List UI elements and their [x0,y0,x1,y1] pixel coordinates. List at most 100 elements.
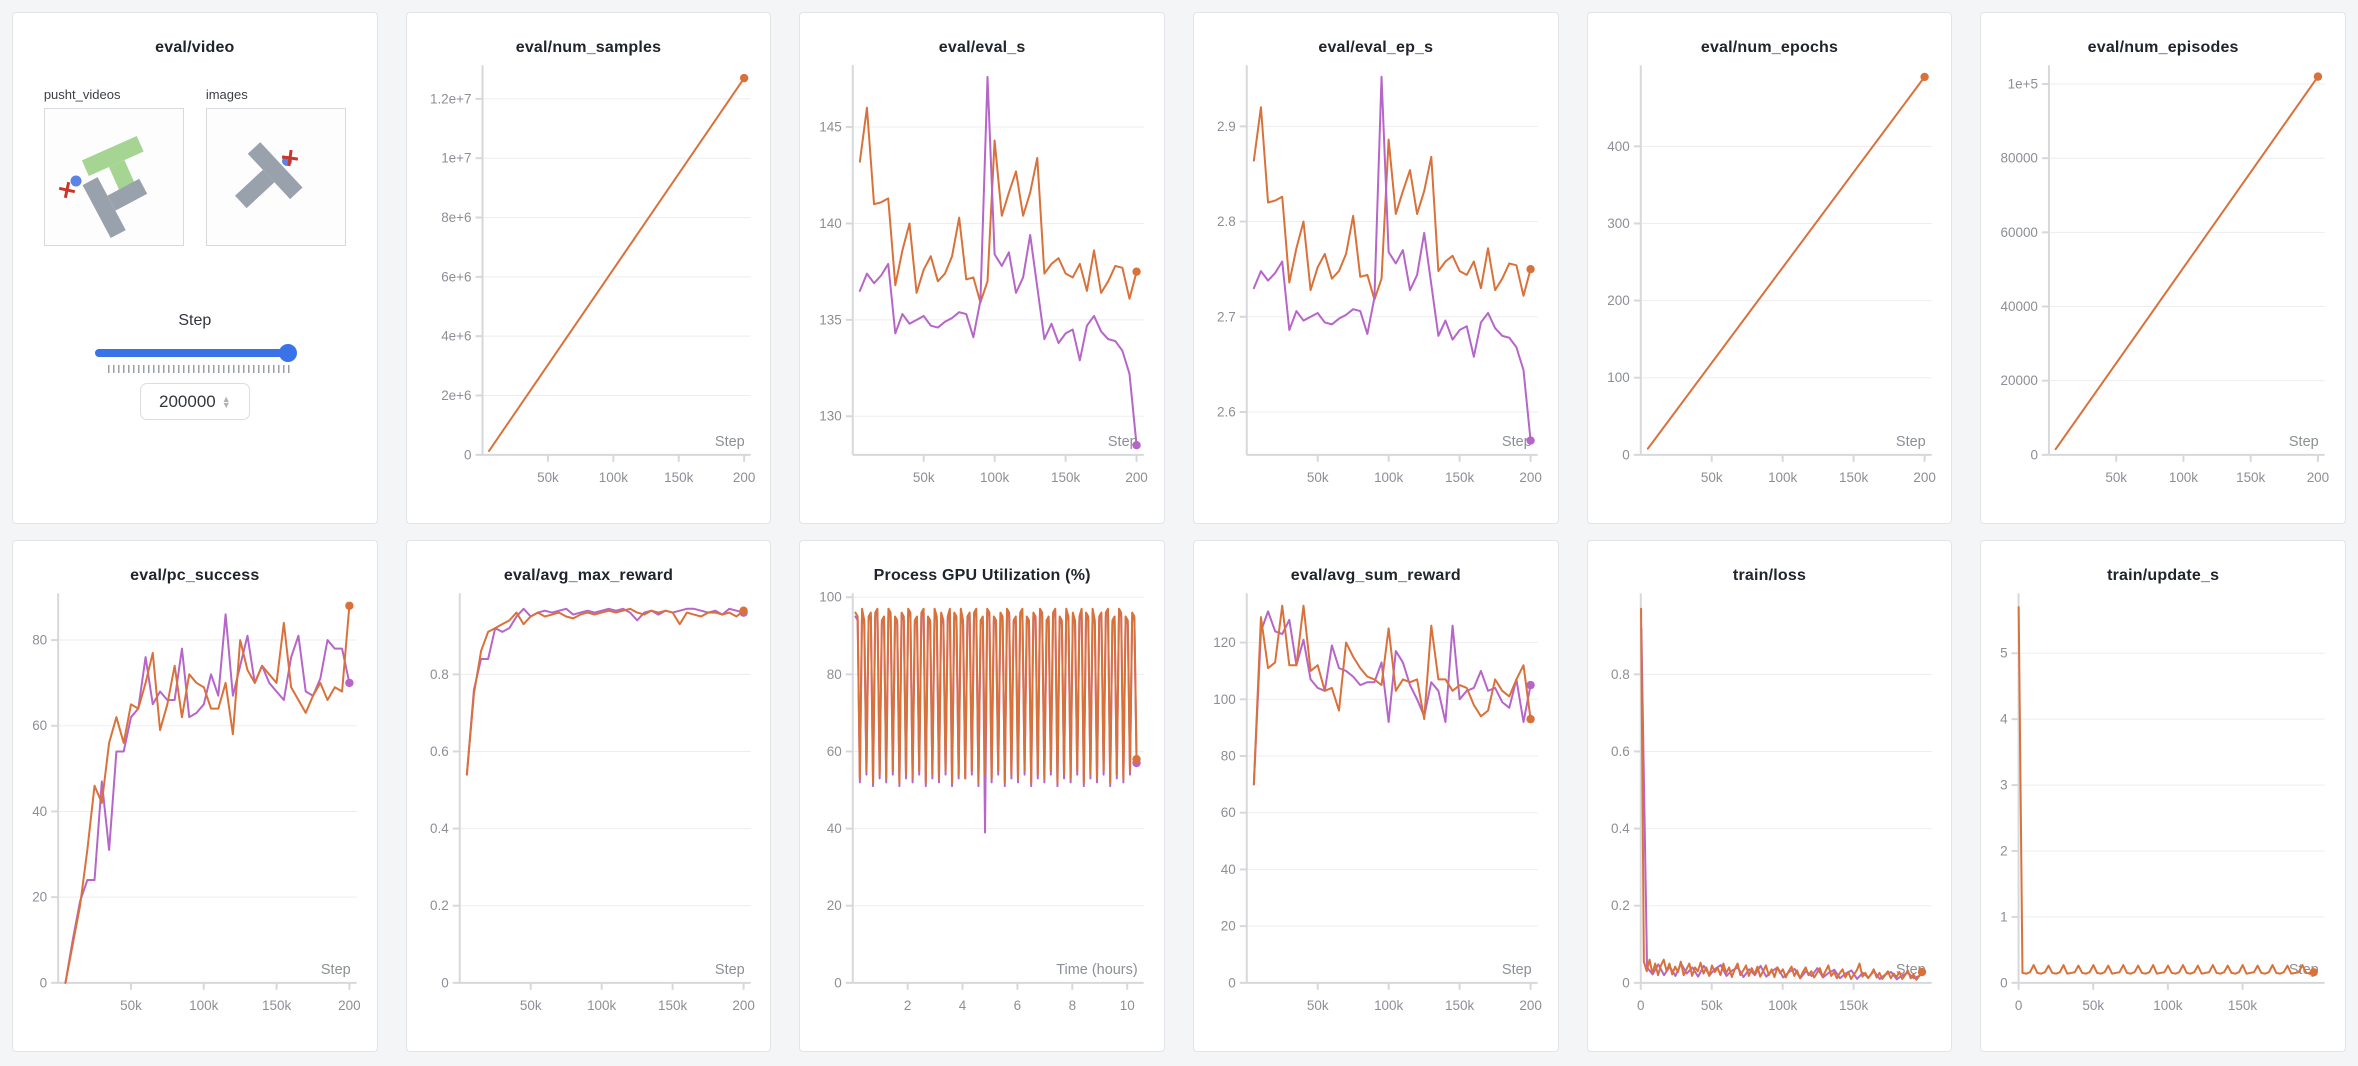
media-item-pusht-videos: pusht_videos [43,87,184,246]
step-number-input[interactable]: 200000 ▲ ▼ [139,383,250,420]
images-thumbnail[interactable] [205,108,346,246]
svg-text:50k: 50k [520,998,542,1013]
svg-text:100k: 100k [1768,998,1797,1013]
svg-text:50k: 50k [537,470,559,485]
pusht-video-thumbnail[interactable] [43,108,184,246]
svg-text:5: 5 [2000,646,2008,661]
svg-text:150k: 150k [2228,998,2257,1013]
panel-eval-avg-max-reward: eval/avg_max_reward 0 0.2 0.4 0.6 0.8 50k 100k… [405,540,772,1052]
svg-text:0.8: 0.8 [1611,667,1630,682]
svg-text:Step: Step [1896,434,1926,450]
svg-text:150k: 150k [1839,998,1868,1013]
svg-text:100k: 100k [980,470,1009,485]
svg-text:200: 200 [2307,470,2329,485]
svg-text:0: 0 [441,975,449,990]
panel-title: eval/video [155,39,235,56]
svg-text:Step: Step [715,434,745,450]
svg-text:2e+6: 2e+6 [441,388,471,403]
pusht-scene-icon [58,136,148,239]
svg-text:200: 200 [1126,470,1148,485]
svg-text:100k: 100k [587,998,616,1013]
line-chart-avg-sum-reward[interactable]: 0 20 40 60 80 100 120 50k 100k 150k 200 Step [1200,587,1552,1033]
svg-text:50k: 50k [1307,470,1329,485]
svg-text:150k: 150k [2236,470,2265,485]
svg-text:1e+5: 1e+5 [2008,77,2038,92]
svg-text:50k: 50k [913,470,935,485]
svg-text:Step: Step [1108,434,1138,450]
svg-text:400: 400 [1607,139,1629,154]
svg-text:4e+6: 4e+6 [441,329,471,344]
panel-gpu-utilization: Process GPU Utilization (%) 0 20 40 60 80 100… [799,540,1165,1052]
line-chart-num-episodes[interactable]: 0 20000 40000 60000 80000 1e+5 50k 100k 150k 200 S… [1987,59,2339,505]
panel-eval-video: eval/video pusht_videos [12,12,378,524]
svg-text:6e+6: 6e+6 [441,269,471,284]
svg-text:2.9: 2.9 [1217,119,1236,134]
line-chart-gpu-utilization[interactable]: 0 20 40 60 80 100 2 4 6 8 10 Time (hours) [806,587,1158,1033]
svg-text:120: 120 [1213,635,1235,650]
svg-text:20000: 20000 [2001,373,2038,388]
slider-knob[interactable] [278,344,297,362]
panel-title: eval/eval_ep_s [1318,39,1434,56]
step-value: 200000 [159,391,216,411]
media-label: images [205,87,248,102]
svg-text:50k: 50k [120,998,142,1013]
svg-text:135: 135 [820,312,842,327]
svg-text:0.2: 0.2 [430,898,449,913]
panel-title: train/loss [1732,567,1807,584]
svg-text:80: 80 [1221,748,1236,763]
panel-eval-eval-ep-s: eval/eval_ep_s 2.6 2.7 2.8 2.9 50k 100k 150k 20… [1192,12,1559,524]
svg-text:40: 40 [1221,862,1236,877]
panel-eval-num-samples: eval/num_samples 0 2e+6 4e+6 6e+6 8e+6 1e+7 1.… [405,12,772,524]
svg-text:0.8: 0.8 [430,667,449,682]
svg-text:80: 80 [32,633,47,648]
svg-text:150k: 150k [1051,470,1080,485]
svg-text:100k: 100k [1374,470,1403,485]
stepper-arrows-icon[interactable]: ▲ ▼ [221,393,231,410]
svg-text:0: 0 [1637,998,1645,1013]
svg-text:Step: Step [321,962,351,978]
panel-title: train/update_s [2107,567,2220,584]
svg-text:0: 0 [1622,447,1630,462]
svg-text:0: 0 [835,975,843,990]
svg-text:100k: 100k [2154,998,2183,1013]
svg-text:0: 0 [464,447,472,462]
svg-text:60: 60 [827,744,842,759]
line-chart-eval-ep-s[interactable]: 2.6 2.7 2.8 2.9 50k 100k 150k 200 Step [1200,59,1552,505]
svg-text:50k: 50k [2106,470,2128,485]
slider-track[interactable] [94,349,295,357]
svg-text:10: 10 [1120,998,1135,1013]
line-chart-avg-max-reward[interactable]: 0 0.2 0.4 0.6 0.8 50k 100k 150k 200 Step [413,587,765,1033]
line-chart-num-samples[interactable]: 0 2e+6 4e+6 6e+6 8e+6 1e+7 1.2e+7 50k 100k 150k 20… [413,59,765,505]
panel-title: eval/avg_sum_reward [1290,567,1461,584]
svg-text:Step: Step [1502,434,1532,450]
svg-text:2.7: 2.7 [1217,309,1236,324]
line-chart-num-epochs[interactable]: 0 100 200 300 400 50k 100k 150k 200 Step [1594,59,1946,505]
svg-text:100: 100 [1607,370,1629,385]
svg-text:2.8: 2.8 [1217,214,1236,229]
svg-text:0: 0 [2031,447,2039,462]
svg-text:140: 140 [820,216,842,231]
line-chart-eval-s[interactable]: 130 135 140 145 50k 100k 150k 200 Step [806,59,1158,505]
svg-text:200: 200 [1519,998,1541,1013]
step-slider[interactable] [94,344,297,362]
svg-text:20: 20 [32,890,47,905]
line-chart-pc-success[interactable]: 0 20 40 60 80 50k 100k 150k 200 Step [19,587,371,1033]
svg-text:200: 200 [1519,470,1541,485]
svg-text:200: 200 [1913,470,1935,485]
svg-text:1e+7: 1e+7 [441,151,471,166]
media-row: pusht_videos [13,87,377,246]
svg-text:100k: 100k [2169,470,2198,485]
svg-text:200: 200 [1607,293,1629,308]
svg-text:1: 1 [2000,909,2008,924]
svg-text:40: 40 [32,804,47,819]
svg-text:0.4: 0.4 [430,821,449,836]
svg-text:130: 130 [820,409,842,424]
svg-text:4: 4 [959,998,967,1013]
svg-text:200: 200 [733,470,755,485]
svg-text:0.2: 0.2 [1611,898,1630,913]
svg-text:150k: 150k [664,470,693,485]
slider-tick-ruler [107,365,290,373]
